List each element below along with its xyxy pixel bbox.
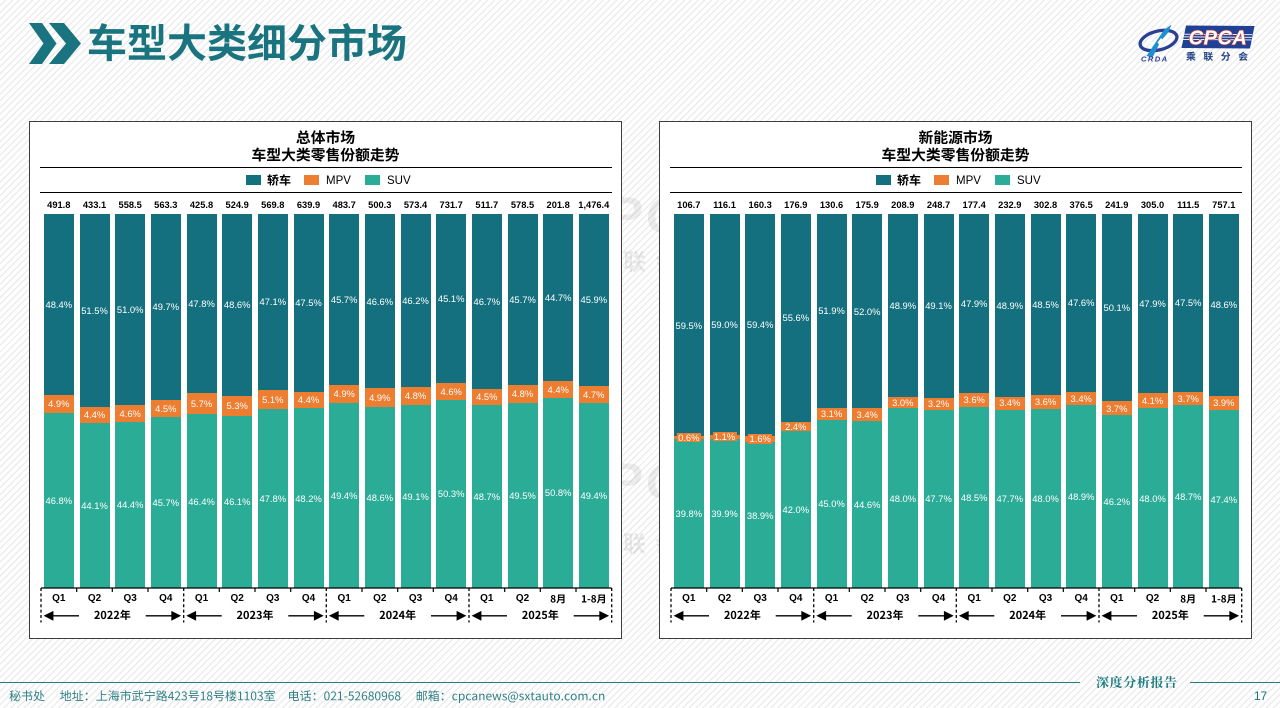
svg-text:CPCA: CPCA — [1189, 28, 1248, 50]
svg-text:CRDA: CRDA — [1141, 55, 1169, 64]
